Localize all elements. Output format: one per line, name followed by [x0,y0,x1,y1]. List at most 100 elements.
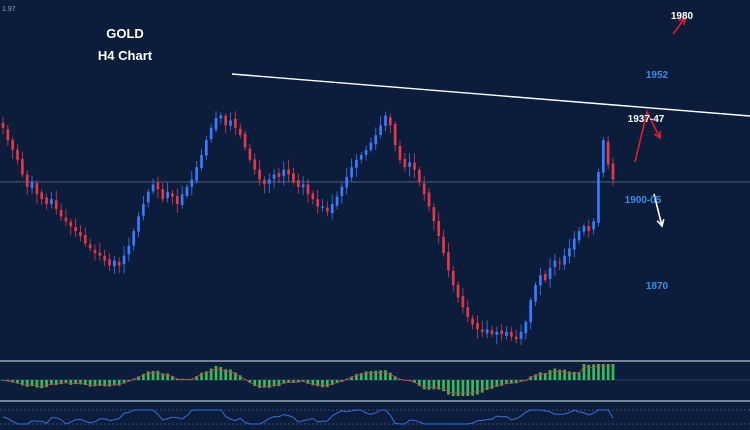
candle [122,246,126,274]
candle [563,248,566,270]
candle [35,180,39,204]
histogram-bar [54,380,58,386]
histogram-bar [25,380,29,387]
candle-body [495,331,499,335]
candle [592,218,595,235]
candle-body [490,330,494,335]
histogram-bar [171,375,174,380]
histogram-bar [442,380,445,392]
candle [113,256,116,275]
histogram-bar [316,380,320,387]
candle [277,167,281,184]
candle [50,191,53,209]
candle-body [355,159,358,168]
candle-body [185,186,189,196]
arrow-to-1870-shaft [653,193,663,227]
histogram-bar [587,364,591,380]
candle-body [548,267,552,279]
candle [388,113,392,134]
candle-body [74,227,77,232]
candle-body [466,307,470,318]
histogram-bar [413,380,416,383]
histogram-bar [543,373,547,380]
candle [40,189,44,205]
histogram-bar [592,364,595,380]
candle-body [224,115,228,126]
candle-body [529,299,533,323]
candle [398,140,402,164]
candle-body [427,192,431,207]
candle-body [606,141,610,165]
arrow-to-1980-head [678,16,687,26]
histogram-bar [272,380,276,387]
candle [514,329,518,344]
candle [21,151,24,178]
candle [490,326,494,338]
candle-body [379,125,382,136]
candle-body [461,296,465,308]
candle [413,153,416,179]
histogram-bar [21,380,24,386]
candle-body [282,169,286,177]
histogram-bar [35,380,39,388]
candle-body [127,245,131,255]
candle-body [321,206,324,208]
candle-body [306,184,310,195]
histogram-bar [248,380,252,383]
candle-body [403,158,407,168]
histogram-bar [393,376,397,380]
histogram-bar [514,380,518,384]
candle-body [601,140,605,173]
histogram-bar [30,380,34,387]
histogram-bar [490,380,494,389]
candle-body [471,318,474,325]
candle-body [388,117,392,126]
histogram-bar [466,380,470,396]
candle-body [258,169,261,180]
candle [224,113,228,134]
candle [485,320,489,339]
candle-body [64,217,68,222]
candle-body [558,262,562,264]
candle [345,167,349,195]
candle-body [485,329,489,334]
histogram-bar [117,380,121,386]
histogram-bar [568,371,571,380]
candle [456,281,460,303]
histogram-bar [597,364,600,380]
histogram-bar [69,380,73,385]
candle-body [267,179,271,184]
candle [248,143,252,163]
price-annotations: 1980 1952 1937-47 1900-05 1870 [625,11,694,292]
candle-body [398,145,402,160]
candle-body [1,122,5,128]
candle [205,135,208,161]
chart-subtitle: H4 Chart [98,48,153,63]
candle [161,183,165,203]
descending-trendline [231,73,750,117]
candle [93,244,97,261]
candle-body [50,199,53,204]
candle-body [519,331,523,339]
candle [267,173,271,193]
candle [64,209,68,227]
candlesticks [1,110,615,345]
candle-body [40,192,44,200]
histogram-bar [437,380,441,390]
histogram-bar [292,380,295,383]
candle-body [568,248,571,257]
histogram-bar [296,380,300,383]
candle [98,243,102,261]
candle [30,175,34,195]
candle-body [456,284,460,298]
candle [108,253,111,272]
candle-body [272,174,276,179]
candle-body [296,180,300,187]
candle [437,212,441,244]
histogram-bar [282,380,286,384]
candle-body [151,184,155,192]
candle-body [190,179,194,187]
candle-body [175,195,179,205]
